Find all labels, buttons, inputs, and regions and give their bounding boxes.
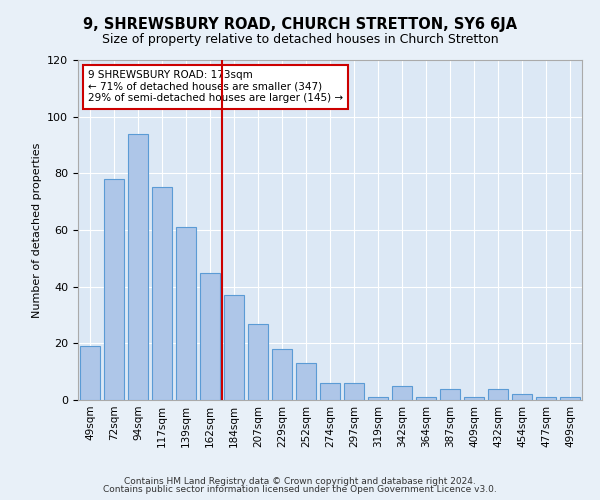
Bar — [368, 397, 388, 400]
Text: Size of property relative to detached houses in Church Stretton: Size of property relative to detached ho… — [101, 32, 499, 46]
Bar — [464, 397, 484, 400]
Bar — [560, 397, 580, 400]
Bar — [176, 227, 196, 400]
Text: Contains public sector information licensed under the Open Government Licence v3: Contains public sector information licen… — [103, 485, 497, 494]
Bar — [200, 272, 220, 400]
Bar — [416, 397, 436, 400]
Bar — [392, 386, 412, 400]
Bar — [320, 383, 340, 400]
Text: 9 SHREWSBURY ROAD: 173sqm
← 71% of detached houses are smaller (347)
29% of semi: 9 SHREWSBURY ROAD: 173sqm ← 71% of detac… — [88, 70, 343, 103]
Bar — [248, 324, 268, 400]
Bar — [104, 179, 124, 400]
Text: 9, SHREWSBURY ROAD, CHURCH STRETTON, SY6 6JA: 9, SHREWSBURY ROAD, CHURCH STRETTON, SY6… — [83, 18, 517, 32]
Bar — [152, 188, 172, 400]
Text: Contains HM Land Registry data © Crown copyright and database right 2024.: Contains HM Land Registry data © Crown c… — [124, 477, 476, 486]
Bar — [224, 295, 244, 400]
Bar — [440, 388, 460, 400]
Y-axis label: Number of detached properties: Number of detached properties — [32, 142, 41, 318]
Bar — [536, 397, 556, 400]
Bar — [128, 134, 148, 400]
Bar — [296, 363, 316, 400]
Bar — [512, 394, 532, 400]
Bar — [344, 383, 364, 400]
Bar — [488, 388, 508, 400]
Bar — [80, 346, 100, 400]
Bar — [272, 349, 292, 400]
